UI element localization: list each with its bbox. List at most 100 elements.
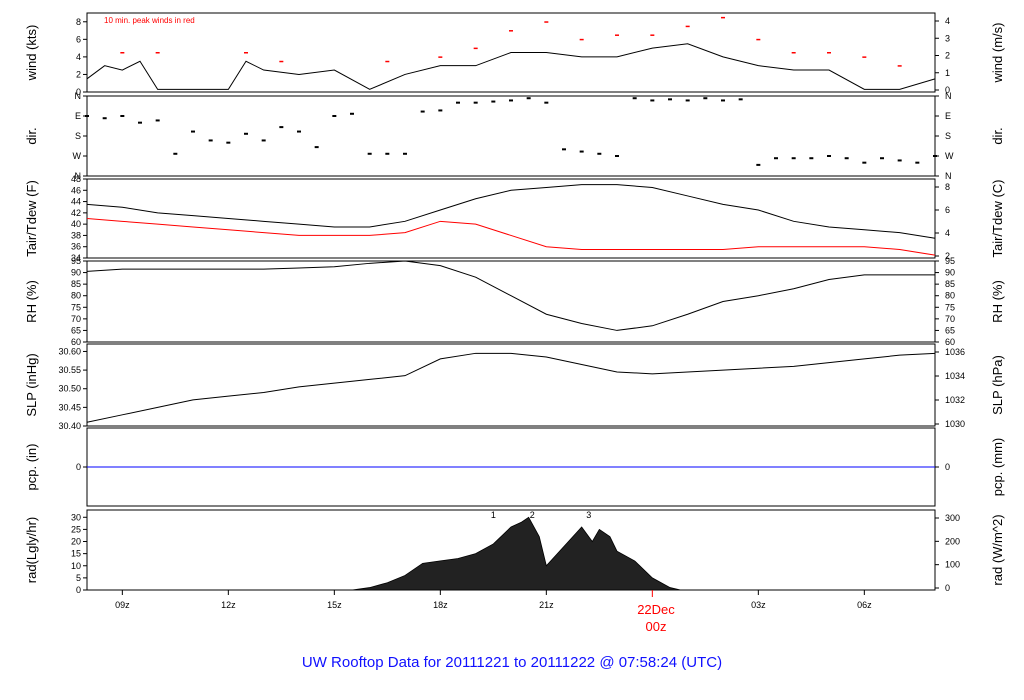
rh-ytick-label-right: 65 bbox=[945, 325, 955, 335]
dir-point bbox=[473, 101, 478, 104]
x-tick-label: 15z bbox=[327, 600, 342, 610]
slp-ytick-label-right: 1030 bbox=[945, 419, 965, 429]
rh-ytick-label: 75 bbox=[71, 302, 81, 312]
temp-ytick-label: 42 bbox=[71, 208, 81, 218]
rad-ytick-label-right: 0 bbox=[945, 583, 950, 593]
rh-ytick-label-right: 85 bbox=[945, 279, 955, 289]
rad-ytick-label: 0 bbox=[76, 585, 81, 595]
dir-point bbox=[721, 99, 725, 102]
rh-ytick-label-right: 95 bbox=[945, 256, 955, 266]
pcp-panel: pcp. (in) pcp. (mm) 0 0 bbox=[24, 427, 1005, 507]
temp-tdew-line bbox=[86, 218, 936, 256]
dir-tick-label: N bbox=[75, 171, 82, 181]
dir-point bbox=[297, 130, 301, 133]
temp-ytick-label: 40 bbox=[71, 219, 81, 229]
time-axis: 09z 12z 15z 18z 21z 03z 06z bbox=[115, 590, 872, 610]
dir-point bbox=[191, 130, 195, 133]
x-tick-label: 21z bbox=[539, 600, 554, 610]
temp-tair-line bbox=[86, 184, 936, 239]
dir-tick-label: N bbox=[75, 91, 82, 101]
rh-ytick-label-right: 90 bbox=[945, 268, 955, 278]
x-tick-label: 06z bbox=[857, 600, 872, 610]
rh-ytick-label: 80 bbox=[71, 291, 81, 301]
dir-tick-label: S bbox=[75, 131, 81, 141]
slp-ytick-label-right: 1032 bbox=[945, 395, 965, 405]
rh-ytick-label: 85 bbox=[71, 279, 81, 289]
day-marker-sublabel: 00z bbox=[646, 619, 667, 634]
dir-tick-label: E bbox=[75, 111, 81, 121]
dir-point bbox=[173, 152, 178, 155]
dir-point bbox=[756, 163, 761, 166]
slp-ylabel: SLP (inHg) bbox=[24, 353, 39, 416]
peak-wind-mark bbox=[615, 34, 619, 36]
rad-ylabel: rad(Lgly/hr) bbox=[24, 517, 39, 583]
rad-ytick-label: 10 bbox=[71, 561, 81, 571]
rad-ylabel-right: rad (W/m^2) bbox=[990, 514, 1005, 585]
wind-ytick-label-right: 0 bbox=[945, 85, 950, 95]
peak-wind-mark bbox=[897, 65, 902, 67]
slp-slp-line bbox=[86, 352, 936, 423]
rh-ytick-label: 70 bbox=[71, 314, 81, 324]
slp-frame bbox=[86, 343, 936, 427]
peak-wind-mark bbox=[244, 52, 248, 54]
temp-ytick-label: 46 bbox=[71, 185, 81, 195]
rad-panel: rad(Lgly/hr) rad (W/m^2)05101520253001002… bbox=[24, 509, 1005, 595]
peak-wind-mark bbox=[685, 25, 690, 28]
dir-point bbox=[632, 97, 637, 100]
rad-ytick-label: 15 bbox=[71, 549, 81, 559]
peak-wind-mark bbox=[579, 38, 584, 41]
peak-wind-mark bbox=[473, 47, 478, 50]
dir-tick-label-right: E bbox=[945, 111, 951, 121]
wind-ytick-label: 8 bbox=[76, 17, 81, 27]
dir-tick-label-right: N bbox=[945, 171, 952, 181]
footer-title: UW Rooftop Data for 20111221 to 20111222… bbox=[302, 654, 722, 671]
rh-ytick-label: 60 bbox=[71, 337, 81, 347]
dir-point bbox=[491, 100, 496, 103]
dir-point bbox=[615, 155, 619, 157]
peak-wind-mark bbox=[791, 52, 796, 54]
dir-point bbox=[155, 119, 160, 122]
peak-wind-mark bbox=[385, 60, 390, 63]
dir-point bbox=[791, 157, 796, 160]
dir-point bbox=[738, 98, 743, 101]
peak-wind-mark bbox=[650, 34, 655, 36]
peak-wind-mark bbox=[756, 38, 761, 41]
dir-frame bbox=[86, 95, 936, 177]
peak-wind-mark bbox=[279, 60, 284, 63]
dir-point bbox=[102, 117, 107, 120]
dir-ylabel: dir. bbox=[24, 127, 39, 144]
rad-marker-label: 2 bbox=[530, 510, 535, 520]
temp-ytick-label: 36 bbox=[71, 242, 81, 252]
rh-frame bbox=[86, 260, 936, 343]
dir-point bbox=[403, 152, 407, 155]
dir-point bbox=[915, 161, 920, 164]
rad-ytick-label: 20 bbox=[71, 537, 81, 547]
dir-point bbox=[685, 99, 690, 102]
dir-point bbox=[774, 157, 778, 160]
x-tick-label: 12z bbox=[221, 600, 236, 610]
dir-point bbox=[367, 152, 372, 155]
wind-note: 10 min. peak winds in red bbox=[104, 16, 195, 25]
rad-area bbox=[351, 516, 681, 591]
x-tick-label: 09z bbox=[115, 600, 130, 610]
rh-ytick-label-right: 60 bbox=[945, 337, 955, 347]
dir-point bbox=[668, 98, 672, 101]
rad-ytick-label: 25 bbox=[71, 524, 81, 534]
wind-wind-line bbox=[86, 43, 936, 90]
temp-ytick-label-right: 2 bbox=[945, 251, 950, 261]
pcp-ylabel: pcp. (in) bbox=[24, 444, 39, 491]
temp-ylabel: Tair/Tdew (F) bbox=[24, 180, 39, 257]
slp-ylabel-right: SLP (hPa) bbox=[990, 355, 1005, 415]
pcp-ytick-label-right: 0 bbox=[945, 462, 950, 472]
peak-wind-mark bbox=[438, 56, 443, 58]
dir-point bbox=[138, 121, 142, 124]
temp-ytick-label-right: 8 bbox=[945, 182, 950, 192]
rh-rh-line bbox=[86, 260, 935, 331]
slp-panel: SLP (inHg) SLP (hPa) 30.40 30.45 30.50 30.55 3… bbox=[24, 343, 1005, 431]
dir-tick-label-right: W bbox=[945, 151, 954, 161]
x-tick-label: 18z bbox=[433, 600, 448, 610]
temp-frame bbox=[86, 178, 936, 259]
dir-point bbox=[120, 115, 125, 117]
rh-ytick-label-right: 80 bbox=[945, 291, 955, 301]
